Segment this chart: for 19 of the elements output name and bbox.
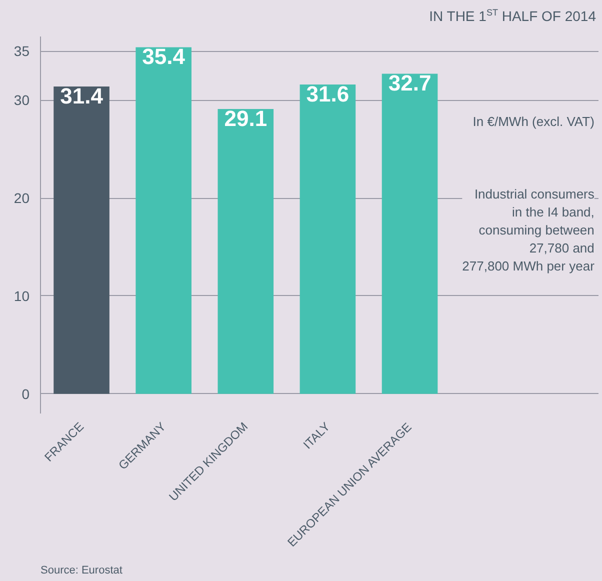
- data-label: 35.4: [142, 44, 186, 70]
- y-tick-label: 35: [14, 43, 30, 60]
- y-tick-label: 10: [14, 288, 30, 304]
- text: Industrial consumers in the I4 band, consuming between 27,780 and 277,800 MWh per year: [462, 186, 596, 274]
- data-label: 31.4: [60, 83, 104, 108]
- text: IN THE 1$^{ST}$ HALF OF 2014: [0, 0, 596, 26]
- bar: [54, 86, 110, 394]
- bar: [382, 74, 438, 394]
- data-label: 32.7: [388, 70, 432, 96]
- bar: [136, 47, 192, 394]
- bar: [218, 108, 274, 394]
- bar: [300, 84, 356, 394]
- y-tick-label: 20: [14, 190, 30, 206]
- data-label: 29.1: [224, 106, 268, 131]
- y-tick-label: 30: [14, 92, 30, 108]
- text: In €/MWh (excl. VAT): [472, 114, 594, 129]
- data-label: 31.6: [306, 81, 350, 106]
- source-note: Source: Eurostat: [40, 564, 122, 576]
- y-tick-label: 0: [22, 386, 30, 402]
